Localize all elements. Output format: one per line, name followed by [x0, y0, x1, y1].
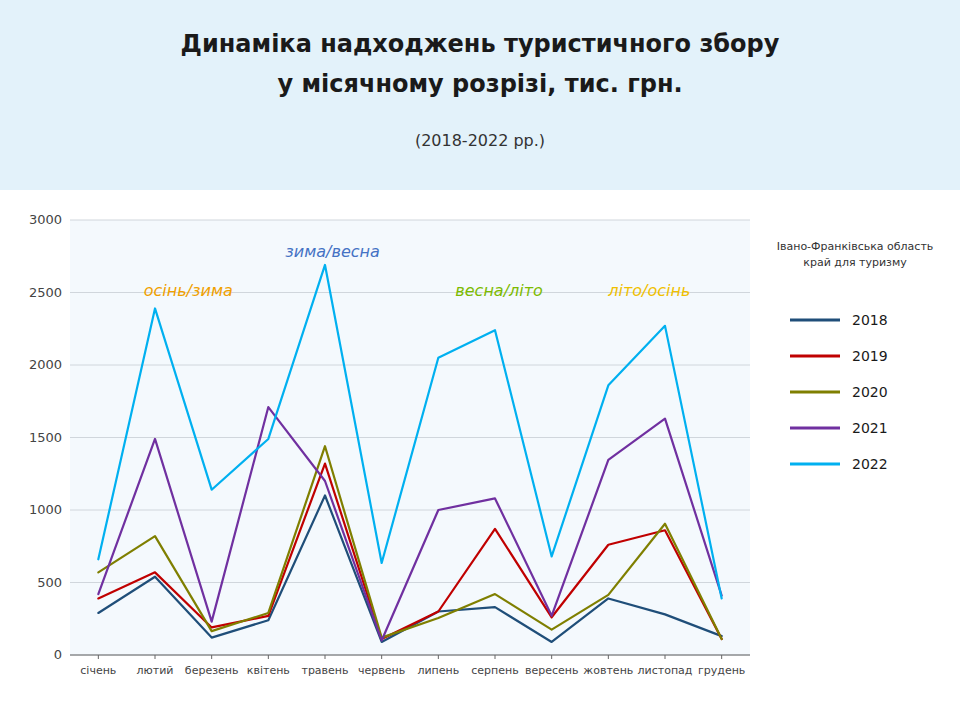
x-tick-label: березень	[185, 664, 239, 677]
x-tick	[211, 655, 212, 659]
header-background	[0, 0, 960, 190]
lines	[98, 265, 721, 642]
x-tick	[381, 655, 382, 659]
legend-label: 2019	[852, 348, 888, 364]
plot-background	[70, 220, 750, 655]
series-line	[98, 446, 721, 639]
grid-line	[70, 220, 750, 221]
x-tick	[325, 655, 326, 659]
legend-swatch	[790, 391, 840, 394]
subtitle: (2018-2022 рр.)	[415, 131, 545, 150]
series-line	[98, 265, 721, 599]
y-tick-label: 1500	[29, 430, 62, 445]
x-tick-label: листопад	[638, 664, 693, 677]
grid-line	[70, 582, 750, 583]
y-tick-label: 2500	[29, 285, 62, 300]
caption-line: Івано-Франківська область	[777, 240, 934, 253]
x-tick	[495, 655, 496, 659]
annotation: літо/осінь	[607, 281, 690, 300]
legend: 2018 2019 2020 2021 2022	[790, 312, 888, 472]
x-tick-label: лютий	[137, 664, 174, 677]
x-tick	[268, 655, 269, 659]
title: Динаміка надходжень туристичного збору	[181, 30, 780, 58]
y-tick-label: 500	[37, 575, 62, 590]
y-axis: 0 500 1000 1500 2000 2500 3000	[29, 212, 750, 662]
x-tick-label: липень	[417, 664, 459, 677]
chart-svg: Динаміка надходжень туристичного збору у …	[0, 0, 960, 720]
x-tick	[665, 655, 666, 659]
x-tick	[98, 655, 99, 659]
x-tick	[721, 655, 722, 659]
legend-swatch	[790, 427, 840, 430]
x-tick-label: квітень	[247, 664, 290, 677]
x-tick-label: червень	[358, 664, 405, 677]
x-tick-label: травень	[301, 664, 348, 677]
annotation: зима/весна	[285, 242, 380, 261]
x-tick-label: грудень	[698, 664, 745, 677]
legend-swatch	[790, 319, 840, 322]
legend-label: 2021	[852, 420, 888, 436]
x-tick	[608, 655, 609, 659]
y-tick-label: 0	[54, 647, 62, 662]
grid-line	[70, 437, 750, 438]
x-axis-line	[70, 655, 750, 656]
x-tick-label: вересень	[525, 664, 579, 677]
x-tick-label: жовтень	[583, 664, 633, 677]
annotation: осінь/зима	[144, 281, 233, 300]
grid-line	[70, 510, 750, 511]
y-tick-label: 2000	[29, 357, 62, 372]
x-tick	[438, 655, 439, 659]
y-tick-label: 1000	[29, 502, 62, 517]
legend-label: 2022	[852, 456, 888, 472]
legend-swatch	[790, 355, 840, 358]
x-tick-label: січень	[80, 664, 116, 677]
legend-swatch	[790, 463, 840, 466]
x-tick	[551, 655, 552, 659]
x-axis: січень лютий березень квітень травень червень…	[70, 655, 750, 677]
series-line	[98, 464, 721, 639]
caption: Івано-Франківська область край для туризм…	[777, 240, 934, 269]
series-line	[98, 407, 721, 640]
y-tick-label: 3000	[29, 212, 62, 227]
grid-line	[70, 655, 750, 656]
annotations: осінь/зима зима/весна весна/літо літо/осінь	[144, 242, 691, 300]
legend-label: 2020	[852, 384, 888, 400]
annotation: весна/літо	[455, 281, 543, 300]
x-tick	[155, 655, 156, 659]
x-tick-label: серпень	[471, 664, 518, 677]
caption-line: край для туризму	[803, 256, 907, 269]
legend-label: 2018	[852, 312, 888, 328]
title: у місячному розрізі, тис. грн.	[277, 70, 682, 98]
